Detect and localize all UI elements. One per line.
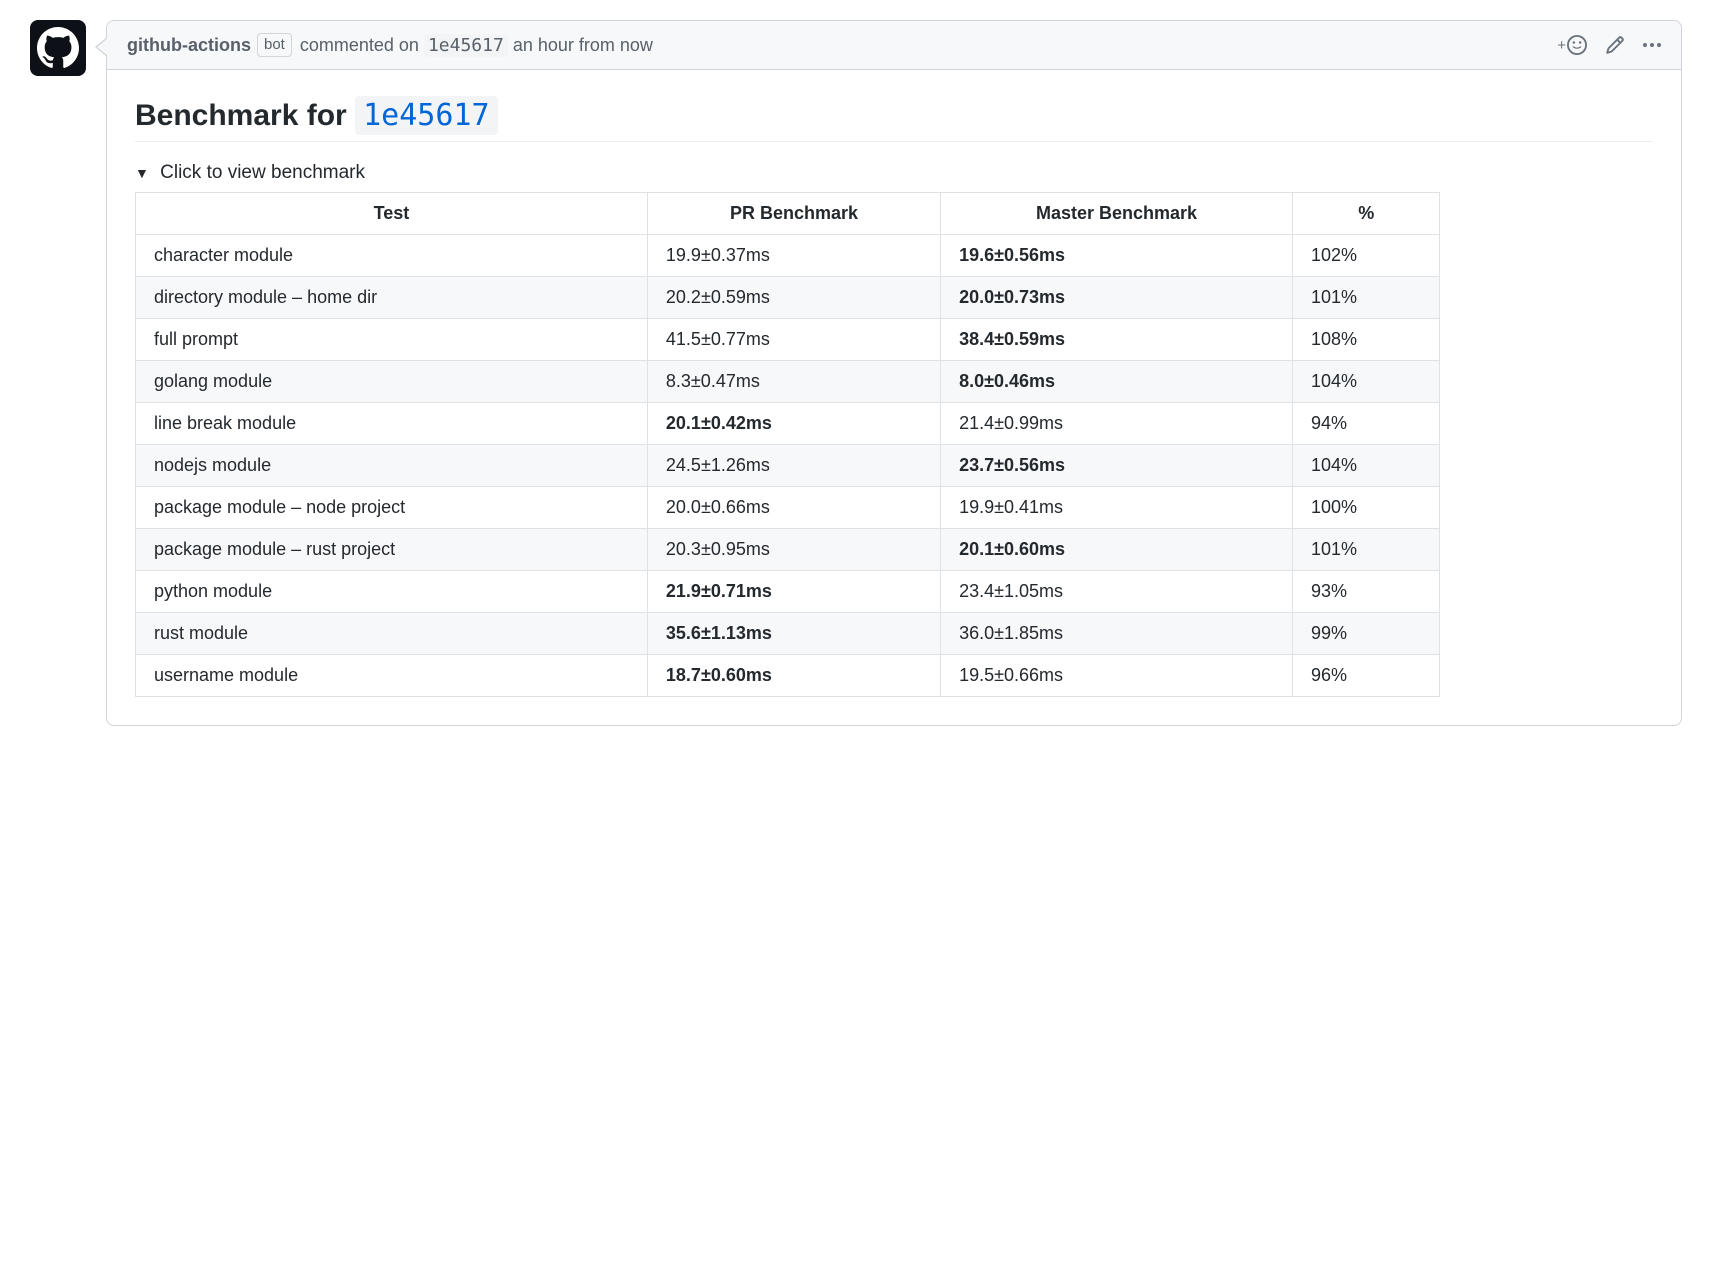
comment-body: Benchmark for 1e45617 ▼ Click to view be… — [107, 70, 1681, 725]
cell-pct: 93% — [1292, 571, 1440, 613]
avatar[interactable] — [30, 20, 86, 76]
smiley-icon — [1567, 35, 1587, 55]
table-row: golang module8.3±0.47ms8.0±0.46ms104% — [136, 361, 1440, 403]
table-header-row: Test PR Benchmark Master Benchmark % — [136, 193, 1440, 235]
cell-pct: 104% — [1292, 361, 1440, 403]
cell-test: username module — [136, 655, 648, 697]
cell-pr: 20.2±0.59ms — [647, 277, 940, 319]
bot-badge: bot — [257, 33, 292, 57]
kebab-icon — [1643, 43, 1661, 47]
cell-pr: 24.5±1.26ms — [647, 445, 940, 487]
cell-test: python module — [136, 571, 648, 613]
cell-pct: 101% — [1292, 529, 1440, 571]
author-link[interactable]: github-actions — [127, 35, 251, 56]
cell-pct: 100% — [1292, 487, 1440, 529]
disclosure-triangle-icon: ▼ — [135, 165, 149, 181]
cell-master: 21.4±0.99ms — [941, 403, 1293, 445]
cell-master: 23.4±1.05ms — [941, 571, 1293, 613]
cell-test: golang module — [136, 361, 648, 403]
cell-pct: 99% — [1292, 613, 1440, 655]
cell-pr: 18.7±0.60ms — [647, 655, 940, 697]
more-menu-button[interactable] — [1643, 43, 1661, 47]
table-row: username module18.7±0.60ms19.5±0.66ms96% — [136, 655, 1440, 697]
cell-pct: 96% — [1292, 655, 1440, 697]
cell-master: 19.5±0.66ms — [941, 655, 1293, 697]
table-body: character module19.9±0.37ms19.6±0.56ms10… — [136, 235, 1440, 697]
benchmark-table: Test PR Benchmark Master Benchmark % cha… — [135, 192, 1440, 697]
add-reaction-button[interactable]: + — [1557, 35, 1587, 55]
github-icon — [37, 27, 79, 69]
cell-pr: 8.3±0.47ms — [647, 361, 940, 403]
cell-master: 36.0±1.85ms — [941, 613, 1293, 655]
edit-button[interactable] — [1605, 35, 1625, 55]
cell-pr: 21.9±0.71ms — [647, 571, 940, 613]
table-row: line break module20.1±0.42ms21.4±0.99ms9… — [136, 403, 1440, 445]
cell-test: rust module — [136, 613, 648, 655]
col-pr: PR Benchmark — [647, 193, 940, 235]
avatar-column — [30, 20, 86, 76]
table-row: rust module35.6±1.13ms36.0±1.85ms99% — [136, 613, 1440, 655]
timestamp[interactable]: an hour from now — [513, 35, 653, 56]
cell-master: 8.0±0.46ms — [941, 361, 1293, 403]
cell-pr: 35.6±1.13ms — [647, 613, 940, 655]
cell-master: 19.9±0.41ms — [941, 487, 1293, 529]
table-row: package module – rust project20.3±0.95ms… — [136, 529, 1440, 571]
table-row: character module19.9±0.37ms19.6±0.56ms10… — [136, 235, 1440, 277]
cell-master: 23.7±0.56ms — [941, 445, 1293, 487]
cell-test: package module – rust project — [136, 529, 648, 571]
commented-text: commented on — [300, 35, 419, 56]
cell-test: nodejs module — [136, 445, 648, 487]
commit-hash-link[interactable]: 1e45617 — [355, 96, 497, 135]
cell-test: directory module – home dir — [136, 277, 648, 319]
col-pct: % — [1292, 193, 1440, 235]
summary-text: Click to view benchmark — [160, 162, 365, 183]
col-test: Test — [136, 193, 648, 235]
cell-pct: 94% — [1292, 403, 1440, 445]
commit-hash-header[interactable]: 1e45617 — [424, 34, 508, 57]
col-master: Master Benchmark — [941, 193, 1293, 235]
table-head: Test PR Benchmark Master Benchmark % — [136, 193, 1440, 235]
cell-pct: 102% — [1292, 235, 1440, 277]
table-row: python module21.9±0.71ms23.4±1.05ms93% — [136, 571, 1440, 613]
benchmark-title: Benchmark for 1e45617 — [135, 98, 1653, 133]
cell-master: 19.6±0.56ms — [941, 235, 1293, 277]
table-row: directory module – home dir20.2±0.59ms20… — [136, 277, 1440, 319]
cell-pr: 19.9±0.37ms — [647, 235, 940, 277]
cell-master: 20.0±0.73ms — [941, 277, 1293, 319]
header-actions: + — [1557, 35, 1661, 55]
cell-pct: 101% — [1292, 277, 1440, 319]
table-row: nodejs module24.5±1.26ms23.7±0.56ms104% — [136, 445, 1440, 487]
cell-pr: 20.1±0.42ms — [647, 403, 940, 445]
title-divider — [135, 141, 1653, 142]
details-summary[interactable]: ▼ Click to view benchmark — [135, 162, 1653, 184]
cell-pr: 41.5±0.77ms — [647, 319, 940, 361]
cell-master: 20.1±0.60ms — [941, 529, 1293, 571]
comment-container: github-actions bot commented on 1e45617 … — [30, 20, 1682, 726]
cell-master: 38.4±0.59ms — [941, 319, 1293, 361]
comment-box: github-actions bot commented on 1e45617 … — [106, 20, 1682, 726]
comment-header: github-actions bot commented on 1e45617 … — [107, 21, 1681, 70]
cell-pr: 20.0±0.66ms — [647, 487, 940, 529]
plus-icon: + — [1557, 37, 1566, 54]
title-prefix: Benchmark for — [135, 99, 347, 132]
pencil-icon — [1605, 35, 1625, 55]
cell-pct: 108% — [1292, 319, 1440, 361]
cell-test: line break module — [136, 403, 648, 445]
table-row: package module – node project20.0±0.66ms… — [136, 487, 1440, 529]
table-row: full prompt41.5±0.77ms38.4±0.59ms108% — [136, 319, 1440, 361]
cell-test: full prompt — [136, 319, 648, 361]
cell-pct: 104% — [1292, 445, 1440, 487]
cell-test: character module — [136, 235, 648, 277]
cell-pr: 20.3±0.95ms — [647, 529, 940, 571]
cell-test: package module – node project — [136, 487, 648, 529]
